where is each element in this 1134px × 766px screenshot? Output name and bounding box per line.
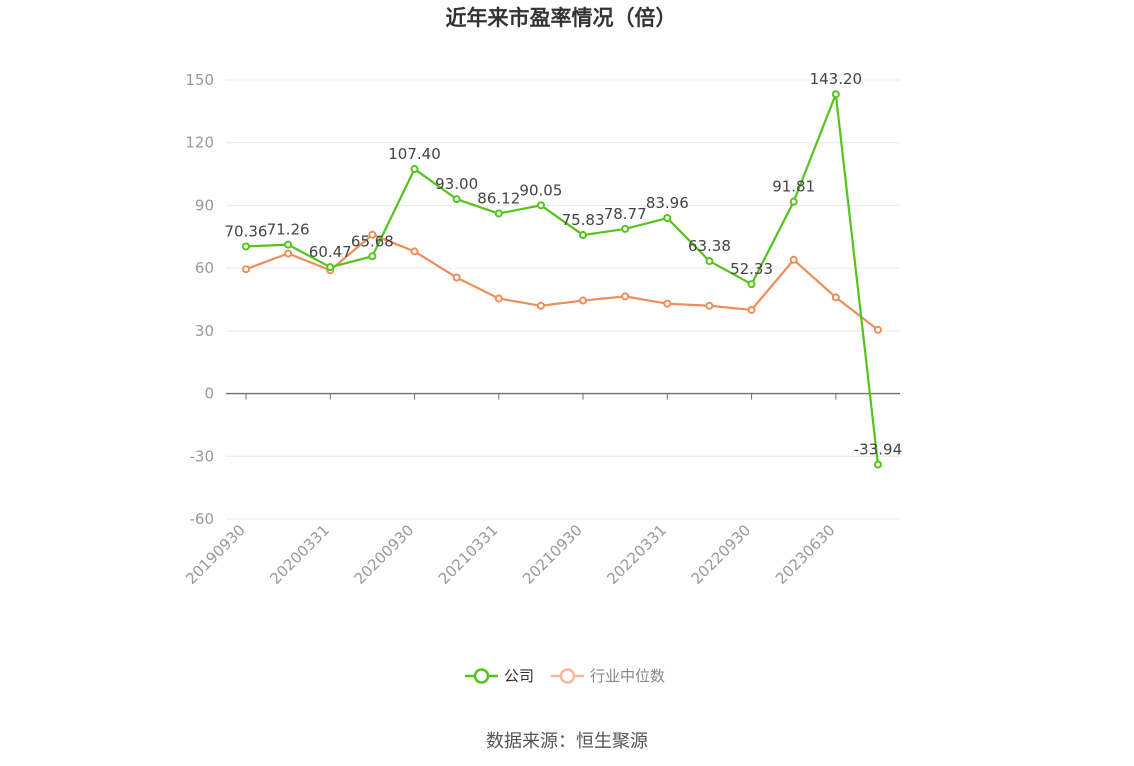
x-tick-label: 20190930 xyxy=(182,521,249,588)
data-label: -33.94 xyxy=(854,441,902,459)
industry-median-point xyxy=(747,305,756,314)
industry-median-point xyxy=(452,273,461,282)
legend[interactable]: 公司 行业中位数 xyxy=(465,667,665,685)
company-point xyxy=(368,252,377,261)
data-label: 143.20 xyxy=(810,70,863,88)
legend-item-company[interactable]: 公司 xyxy=(465,667,534,685)
industry-median-point xyxy=(494,294,503,303)
company-point xyxy=(663,214,672,223)
industry-median-point xyxy=(831,293,840,302)
legend-marker-icon xyxy=(559,668,576,684)
industry-median-point xyxy=(368,230,377,239)
y-tick-label: 60 xyxy=(195,259,214,277)
data-label: 83.96 xyxy=(646,194,689,212)
y-tick-label: -30 xyxy=(190,447,215,465)
y-tick-label: 30 xyxy=(195,322,214,340)
industry-median-point xyxy=(579,296,588,305)
company-point xyxy=(831,90,840,99)
industry-median-point xyxy=(410,247,419,256)
y-tick-label: 120 xyxy=(185,134,214,152)
y-tick-label: 90 xyxy=(195,196,214,214)
x-tick-label: 20200331 xyxy=(266,521,333,588)
industry-median-point xyxy=(242,265,250,274)
data-label: 86.12 xyxy=(477,190,520,208)
company-point xyxy=(494,209,503,218)
chart-title: 近年来市盈率情况（倍） xyxy=(446,6,677,30)
company-point xyxy=(410,165,419,174)
legend-label: 公司 xyxy=(504,667,534,685)
company-line xyxy=(245,93,880,465)
data-label: 65.68 xyxy=(351,232,394,250)
y-tick-label: 150 xyxy=(185,71,214,89)
y-tick-label: -60 xyxy=(190,510,215,528)
industry-median-point xyxy=(663,299,672,308)
company-point xyxy=(621,224,630,233)
industry-median-point xyxy=(621,292,630,301)
data-label: 107.40 xyxy=(388,145,441,163)
x-tick-label: 20200930 xyxy=(351,521,418,588)
company-point xyxy=(452,195,461,204)
legend-marker-icon xyxy=(473,668,490,684)
company-point xyxy=(789,197,798,206)
x-tick-label: 20210930 xyxy=(519,521,586,588)
series-layer xyxy=(242,90,882,469)
company-point xyxy=(242,242,250,251)
data-label: 60.47 xyxy=(309,243,352,261)
x-tick-label: 20220331 xyxy=(603,521,670,588)
data-label: 91.81 xyxy=(772,178,815,196)
company-point xyxy=(536,201,545,210)
x-tick-label: 20230630 xyxy=(772,521,839,588)
company-point xyxy=(747,280,756,289)
data-label: 70.36 xyxy=(225,222,268,240)
data-label: 75.83 xyxy=(562,211,605,229)
data-label: 90.05 xyxy=(519,181,562,199)
data-label: 78.77 xyxy=(604,205,647,223)
legend-item-industry-median[interactable]: 行业中位数 xyxy=(551,667,665,685)
company-point xyxy=(705,257,714,266)
data-label: 71.26 xyxy=(267,221,310,239)
company-point xyxy=(326,263,335,272)
industry-median-line xyxy=(245,233,879,331)
industry-median-point xyxy=(705,301,714,310)
data-label: 63.38 xyxy=(688,237,731,255)
industry-median-point xyxy=(789,255,798,264)
y-tick-label: 0 xyxy=(204,385,214,403)
legend-label: 行业中位数 xyxy=(590,667,665,685)
data-label: 93.00 xyxy=(435,175,478,193)
x-tick-label: 20210331 xyxy=(435,521,502,588)
company-point xyxy=(873,460,882,469)
y-axis: 150 120 90 60 30 0 -30 -60 xyxy=(185,71,214,528)
industry-median-point xyxy=(284,249,293,258)
x-axis: 20190930 20200331 20200930 20210331 20210930… xyxy=(182,392,900,588)
industry-median-point xyxy=(536,301,545,310)
data-label: 52.33 xyxy=(730,260,773,278)
grid-lines xyxy=(226,79,900,520)
x-tick-label: 20220930 xyxy=(688,521,755,588)
company-point xyxy=(579,231,588,240)
source-note: 数据来源：恒生聚源 xyxy=(486,731,648,752)
industry-median-point xyxy=(873,325,882,334)
company-point xyxy=(284,240,293,249)
